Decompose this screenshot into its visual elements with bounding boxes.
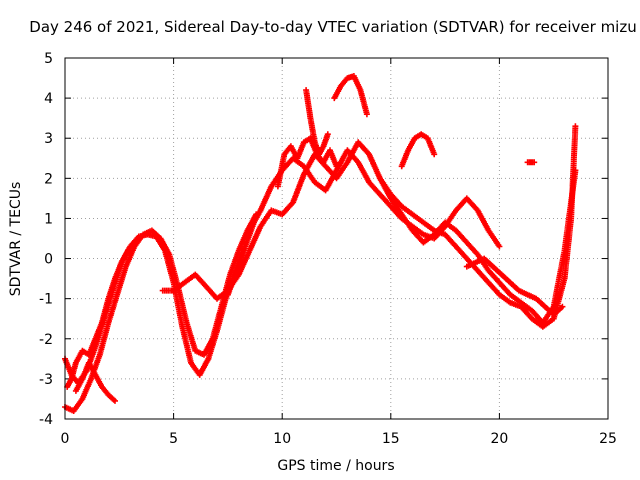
x-tick-labels: 0 5 10 15 20 25 bbox=[61, 431, 617, 447]
y-tick-label: 3 bbox=[44, 131, 53, 147]
y-tick-label: 4 bbox=[44, 91, 53, 107]
y-tick-labels: -4 -3 -2 -1 0 1 2 3 4 5 bbox=[39, 51, 53, 428]
series-track-11 bbox=[398, 131, 438, 170]
plus-marker-trace bbox=[463, 255, 566, 318]
plot-frame bbox=[64, 57, 609, 420]
series-track-9 bbox=[331, 73, 370, 118]
series-track-4 bbox=[64, 247, 131, 390]
grid-lines bbox=[64, 57, 609, 420]
y-tick-label: 0 bbox=[44, 252, 53, 268]
series-track-14 bbox=[224, 207, 264, 298]
plus-marker-trace bbox=[524, 159, 538, 166]
plus-marker-trace bbox=[331, 73, 370, 118]
plus-marker-trace bbox=[398, 131, 438, 170]
y-tick-label: 2 bbox=[44, 171, 53, 187]
series-track-3 bbox=[72, 359, 118, 404]
x-tick-label: 0 bbox=[61, 431, 70, 447]
x-tick-label: 5 bbox=[169, 431, 178, 447]
plus-marker-trace bbox=[64, 247, 131, 390]
series-track-13 bbox=[524, 159, 538, 166]
y-tick-label: 1 bbox=[44, 211, 53, 227]
series-track-12 bbox=[463, 255, 566, 318]
plus-marker-trace bbox=[62, 211, 260, 414]
plus-marker-trace bbox=[376, 123, 579, 330]
chart-title: Day 246 of 2021, Sidereal Day-to-day VTE… bbox=[29, 18, 636, 36]
data-marks bbox=[62, 73, 579, 414]
plus-marker-trace bbox=[224, 207, 264, 298]
series-track-2 bbox=[62, 211, 260, 414]
plus-marker-trace bbox=[303, 87, 331, 158]
y-tick-label: -3 bbox=[39, 372, 53, 388]
series-track-8 bbox=[303, 87, 331, 158]
x-tick-label: 20 bbox=[490, 431, 508, 447]
plus-marker-trace bbox=[72, 359, 118, 404]
y-axis-label: SDTVAR / TECUs bbox=[8, 182, 24, 297]
y-tick-label: 5 bbox=[44, 51, 53, 67]
y-tick-label: -1 bbox=[39, 292, 53, 308]
x-tick-label: 10 bbox=[273, 431, 291, 447]
x-tick-label: 25 bbox=[599, 431, 617, 447]
y-tick-label: -2 bbox=[39, 332, 53, 348]
y-tick-label: -4 bbox=[39, 412, 53, 428]
x-tick-label: 15 bbox=[382, 431, 400, 447]
x-axis-label: GPS time / hours bbox=[277, 458, 394, 474]
series-track-10 bbox=[376, 123, 579, 330]
